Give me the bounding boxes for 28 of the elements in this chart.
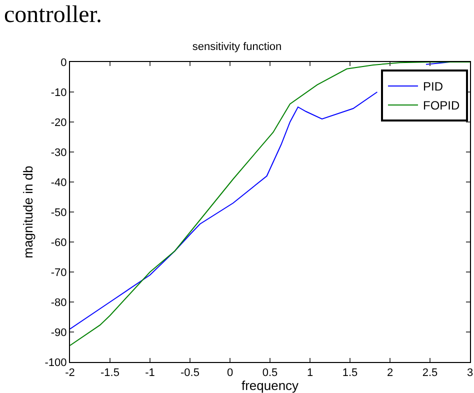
legend-label: FOPID — [423, 98, 460, 113]
x-tick-label: 2 — [386, 367, 394, 380]
x-tick-label: 1 — [306, 367, 314, 380]
chart-title: sensitivity function — [192, 41, 282, 53]
y-tick-label: -50 — [50, 206, 67, 219]
x-axis-title: frequency — [241, 378, 300, 393]
y-tick-label: -60 — [50, 236, 67, 249]
y-tick-label: -10 — [50, 86, 67, 99]
y-tick-label: -80 — [50, 296, 67, 309]
x-tick-label: -1 — [145, 367, 155, 380]
x-tick-label: -0.5 — [180, 367, 200, 380]
y-tick-label: -90 — [50, 326, 67, 339]
x-tick-label: 0.5 — [262, 367, 278, 380]
x-tick-label: 2.5 — [422, 367, 438, 380]
y-tick-label: -100 — [44, 356, 67, 369]
y-tick-label: -40 — [50, 176, 67, 189]
x-tick-label: -1.5 — [100, 367, 120, 380]
y-tick-label: -70 — [50, 266, 67, 279]
x-tick-label: 1.5 — [342, 367, 358, 380]
y-tick-label: -20 — [50, 116, 67, 129]
y-axis-title: magnitude in db — [20, 166, 36, 258]
text: controller. — [4, 2, 102, 28]
x-tick-label: 3 — [466, 367, 474, 380]
x-tick-label: -2 — [65, 367, 75, 380]
legend-label: PID — [423, 80, 444, 94]
y-tick-label: -30 — [50, 146, 67, 159]
y-tick-label: 0 — [60, 56, 67, 69]
x-tick-label: 0 — [226, 367, 234, 380]
